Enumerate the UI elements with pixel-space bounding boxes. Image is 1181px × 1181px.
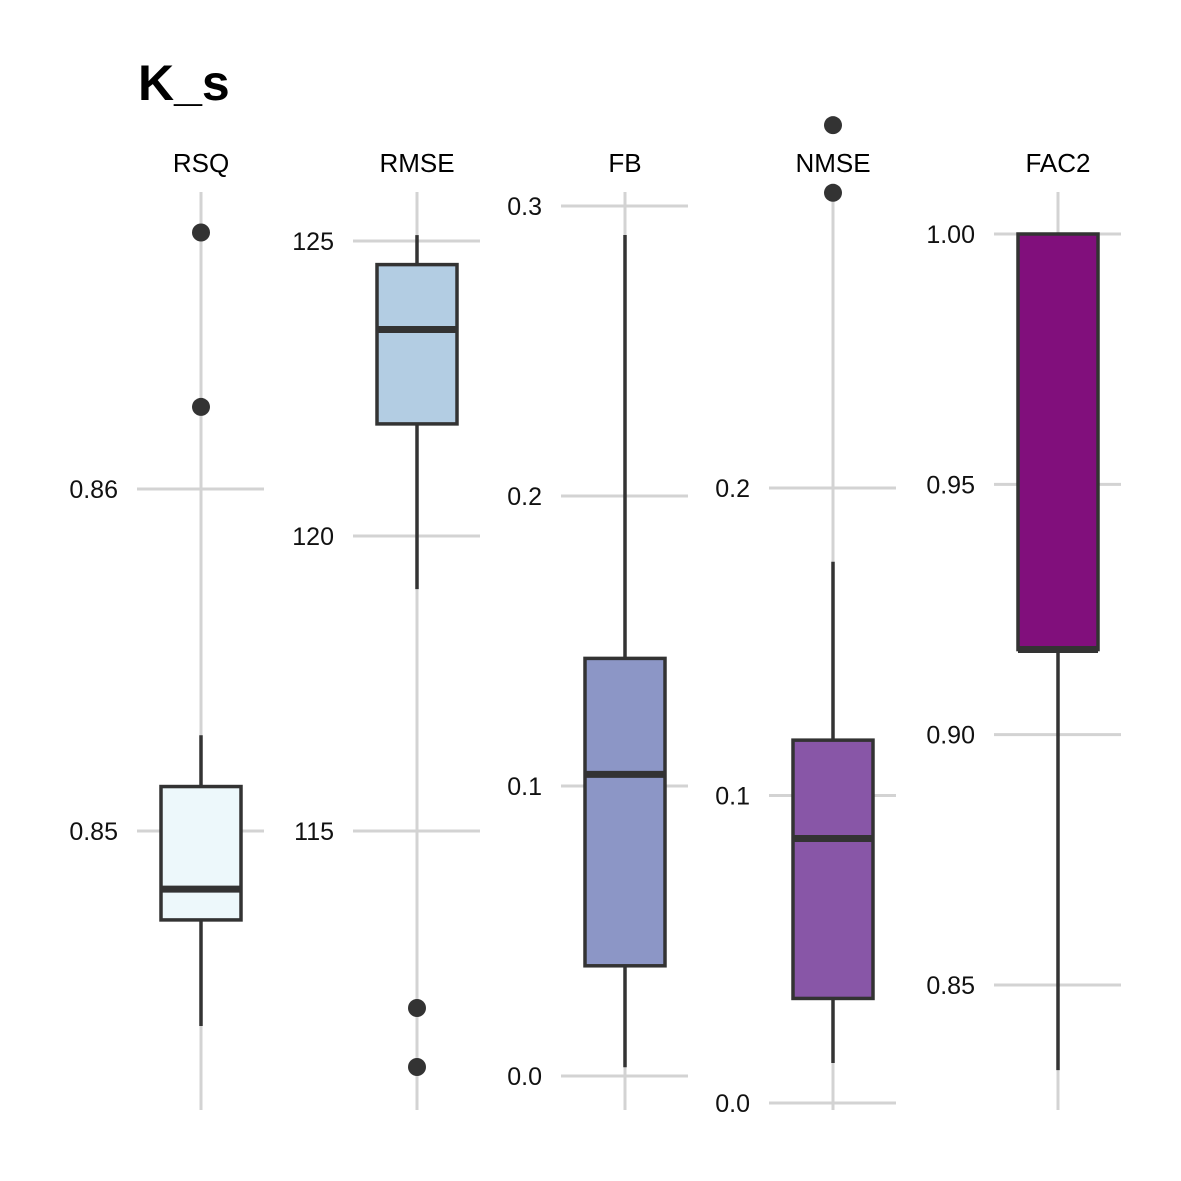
y-tick-label: 0.1 [715,783,750,811]
y-tick-label: 0.0 [715,1090,750,1118]
box [791,738,875,1001]
panel-label: RMSE [379,148,454,178]
y-tick-label: 120 [292,523,334,551]
y-tick-label: 0.2 [715,475,750,503]
y-tick-label: 0.2 [507,483,542,511]
y-tick-label: 115 [294,818,334,846]
y-tick-label: 0.0 [507,1063,542,1091]
y-tick-label: 0.3 [507,193,542,221]
outlier-point [824,183,842,202]
panel-label: FB [608,148,641,178]
y-tick-label: 0.85 [69,818,118,846]
y-tick-label: 0.1 [507,773,542,801]
outlier-point [408,999,426,1017]
panel-fac2: FAC2 0.85 0.90 0.95 1.00 [926,148,1121,1110]
y-tick-label: 0.90 [926,722,975,750]
panels-group: RSQ 0.85 0.86 RMSE 115 120 125 FB 0.0 0.1 0.2 0.3 NM… [69,116,1121,1118]
y-tick-label: 125 [292,228,334,256]
y-tick-label: 0.86 [69,476,118,504]
outlier-point [192,223,210,242]
panel-rmse: RMSE 115 120 125 [292,148,480,1110]
panel-rsq: RSQ 0.85 0.86 [69,148,264,1110]
panel-label: RSQ [173,148,229,178]
outlier-point [408,1058,426,1076]
panel-nmse: NMSE 0.0 0.1 0.2 [715,116,896,1118]
box [159,784,243,922]
chart-title: K_s [138,55,230,111]
y-tick-label: 1.00 [926,221,975,249]
panel-fb: FB 0.0 0.1 0.2 0.3 [507,148,688,1110]
box [1016,232,1100,652]
y-tick-label: 0.85 [926,972,975,1000]
panel-label: NMSE [795,148,870,178]
box [375,262,459,426]
y-tick-label: 0.95 [926,471,975,499]
box [583,656,667,968]
outlier-point [824,116,842,135]
outlier-point [192,397,210,416]
panel-label: FAC2 [1025,148,1090,178]
